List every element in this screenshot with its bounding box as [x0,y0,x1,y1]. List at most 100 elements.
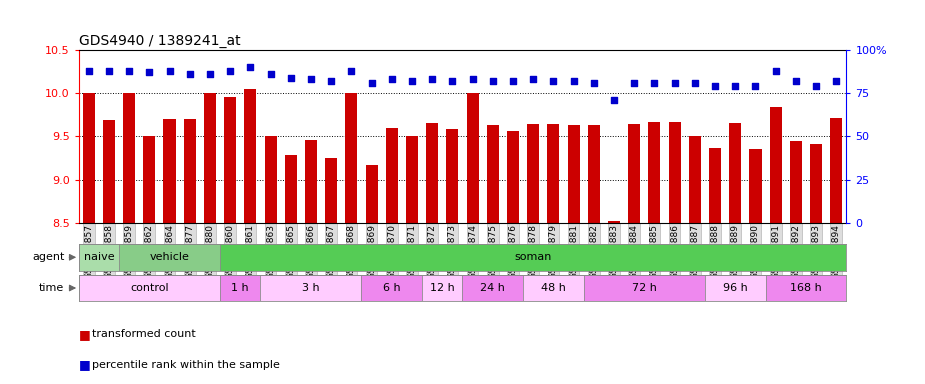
Bar [265,136,277,223]
Point [647,80,661,86]
Text: 48 h: 48 h [541,283,566,293]
Bar [628,124,640,223]
Bar [466,93,478,223]
Bar [669,122,681,223]
Point [142,70,156,76]
Bar [749,149,761,223]
Point [808,83,823,89]
Bar [224,98,236,223]
Bar [790,141,802,223]
Point [364,80,379,86]
Point [465,76,480,83]
Bar [524,275,584,301]
Point [525,76,540,83]
Point [122,68,137,74]
Point [607,97,622,103]
Point [586,80,601,86]
Point [182,71,197,77]
Text: control: control [130,283,168,293]
Bar [362,275,422,301]
Bar [82,93,94,223]
Text: transformed count: transformed count [92,329,196,339]
Point [667,80,682,86]
Bar [79,244,119,271]
Bar [305,140,317,223]
Bar [766,275,846,301]
Bar [143,136,155,223]
Text: 72 h: 72 h [632,283,657,293]
Bar [220,275,261,301]
Text: 24 h: 24 h [480,283,505,293]
Point [546,78,561,84]
Point [829,78,844,84]
Bar [770,107,782,223]
Bar [584,275,705,301]
Bar [608,221,620,223]
Bar [422,275,462,301]
Bar [447,129,459,223]
Bar [689,136,701,223]
Bar [831,118,843,223]
Point [385,76,400,83]
Text: 96 h: 96 h [722,283,747,293]
Point [506,78,521,84]
Bar [345,93,357,223]
Bar [587,125,600,223]
Bar [527,124,539,223]
Point [263,71,278,77]
Point [748,83,763,89]
Bar [79,275,220,301]
Point [81,68,96,74]
Bar [462,275,524,301]
Bar [568,125,580,223]
Point [627,80,642,86]
Point [283,74,298,81]
Point [243,64,258,70]
Text: soman: soman [514,252,552,262]
Point [445,78,460,84]
Text: agent: agent [32,252,65,262]
Bar [123,93,135,223]
Bar [119,244,220,271]
Point [344,68,359,74]
Text: 1 h: 1 h [231,283,249,293]
Text: ■: ■ [79,328,94,341]
Point [404,78,419,84]
Text: 168 h: 168 h [790,283,821,293]
Bar [164,119,176,223]
Point [223,68,238,74]
Point [324,78,339,84]
Bar [810,144,822,223]
Bar [261,275,362,301]
Point [708,83,722,89]
Point [769,68,783,74]
Bar [406,136,418,223]
Text: GDS4940 / 1389241_at: GDS4940 / 1389241_at [79,34,240,48]
Point [566,78,581,84]
Bar [220,244,846,271]
Bar [487,125,499,223]
Point [303,76,318,83]
Bar [103,120,115,223]
Point [425,76,439,83]
Text: vehicle: vehicle [150,252,190,262]
Bar [184,119,196,223]
Bar [548,124,560,223]
Text: 3 h: 3 h [302,283,320,293]
Bar [709,147,722,223]
Bar [729,123,741,223]
Text: percentile rank within the sample: percentile rank within the sample [92,360,280,370]
Bar [705,275,766,301]
Bar [244,89,256,223]
Bar [365,165,377,223]
Bar [426,123,438,223]
Text: 6 h: 6 h [383,283,401,293]
Point [486,78,500,84]
Text: naive: naive [83,252,114,262]
Point [687,80,702,86]
Text: 12 h: 12 h [430,283,455,293]
Bar [325,158,338,223]
Text: ■: ■ [79,358,94,371]
Bar [204,93,216,223]
Bar [507,131,519,223]
